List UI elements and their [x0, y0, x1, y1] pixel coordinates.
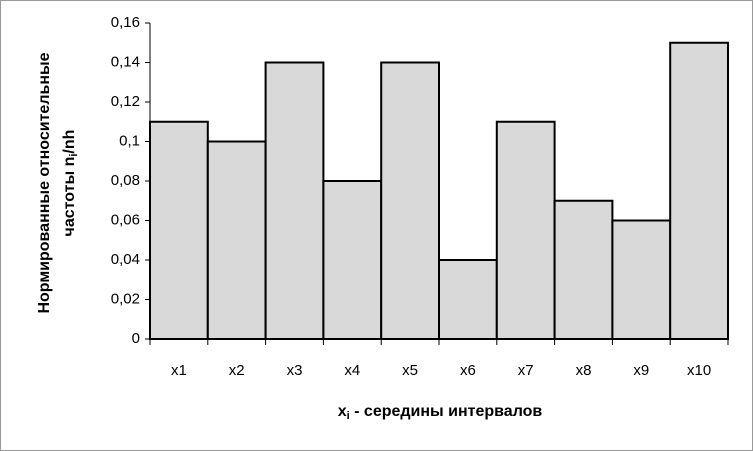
bar — [322, 180, 383, 340]
bar — [553, 199, 614, 340]
y-axis-label: Нормированные относительные частоты ni/n… — [36, 52, 80, 313]
x-tick-label: x7 — [518, 362, 534, 379]
bar — [206, 140, 267, 340]
y-tick-label: 0,06 — [111, 211, 140, 228]
y-tick-label: 0,02 — [111, 290, 140, 307]
x-label-part: x — [338, 403, 347, 420]
x-axis-label: xi - середины интервалов — [338, 403, 543, 422]
x-tick-label: x8 — [576, 362, 592, 379]
bar — [264, 61, 325, 340]
bar — [380, 61, 441, 340]
bar — [611, 219, 672, 340]
bar — [669, 41, 730, 340]
y-label-line: частоты ni/nh — [61, 130, 80, 237]
y-label-part: частоты n — [61, 157, 78, 237]
y-tick-label: 0,12 — [111, 93, 140, 110]
x-tick-label: x10 — [687, 362, 711, 379]
y-tick-label: 0 — [132, 330, 140, 347]
bar — [438, 259, 498, 340]
x-tick-label: x9 — [633, 362, 649, 379]
y-tick-label: 0,08 — [111, 172, 140, 189]
bar — [149, 120, 209, 340]
y-tick-label: 0,14 — [111, 53, 140, 70]
y-label-sub: i — [68, 154, 80, 157]
x-tick-label: x3 — [287, 362, 303, 379]
y-label-line: Нормированные относительные — [36, 52, 53, 313]
x-label-sub: i — [347, 410, 350, 422]
y-tick-label: 0,1 — [119, 132, 140, 149]
x-label-part: - середины интервалов — [350, 403, 543, 420]
y-tick-label: 0,16 — [111, 14, 140, 31]
x-tick-label: x2 — [229, 362, 245, 379]
x-tick-label: x1 — [171, 362, 187, 379]
x-tick-label: x4 — [344, 362, 360, 379]
x-tick-label: x6 — [460, 362, 476, 379]
bar — [495, 120, 556, 340]
x-tick-label: x5 — [402, 362, 418, 379]
y-label-part: /nh — [61, 130, 78, 154]
y-tick-label: 0,04 — [111, 251, 140, 268]
